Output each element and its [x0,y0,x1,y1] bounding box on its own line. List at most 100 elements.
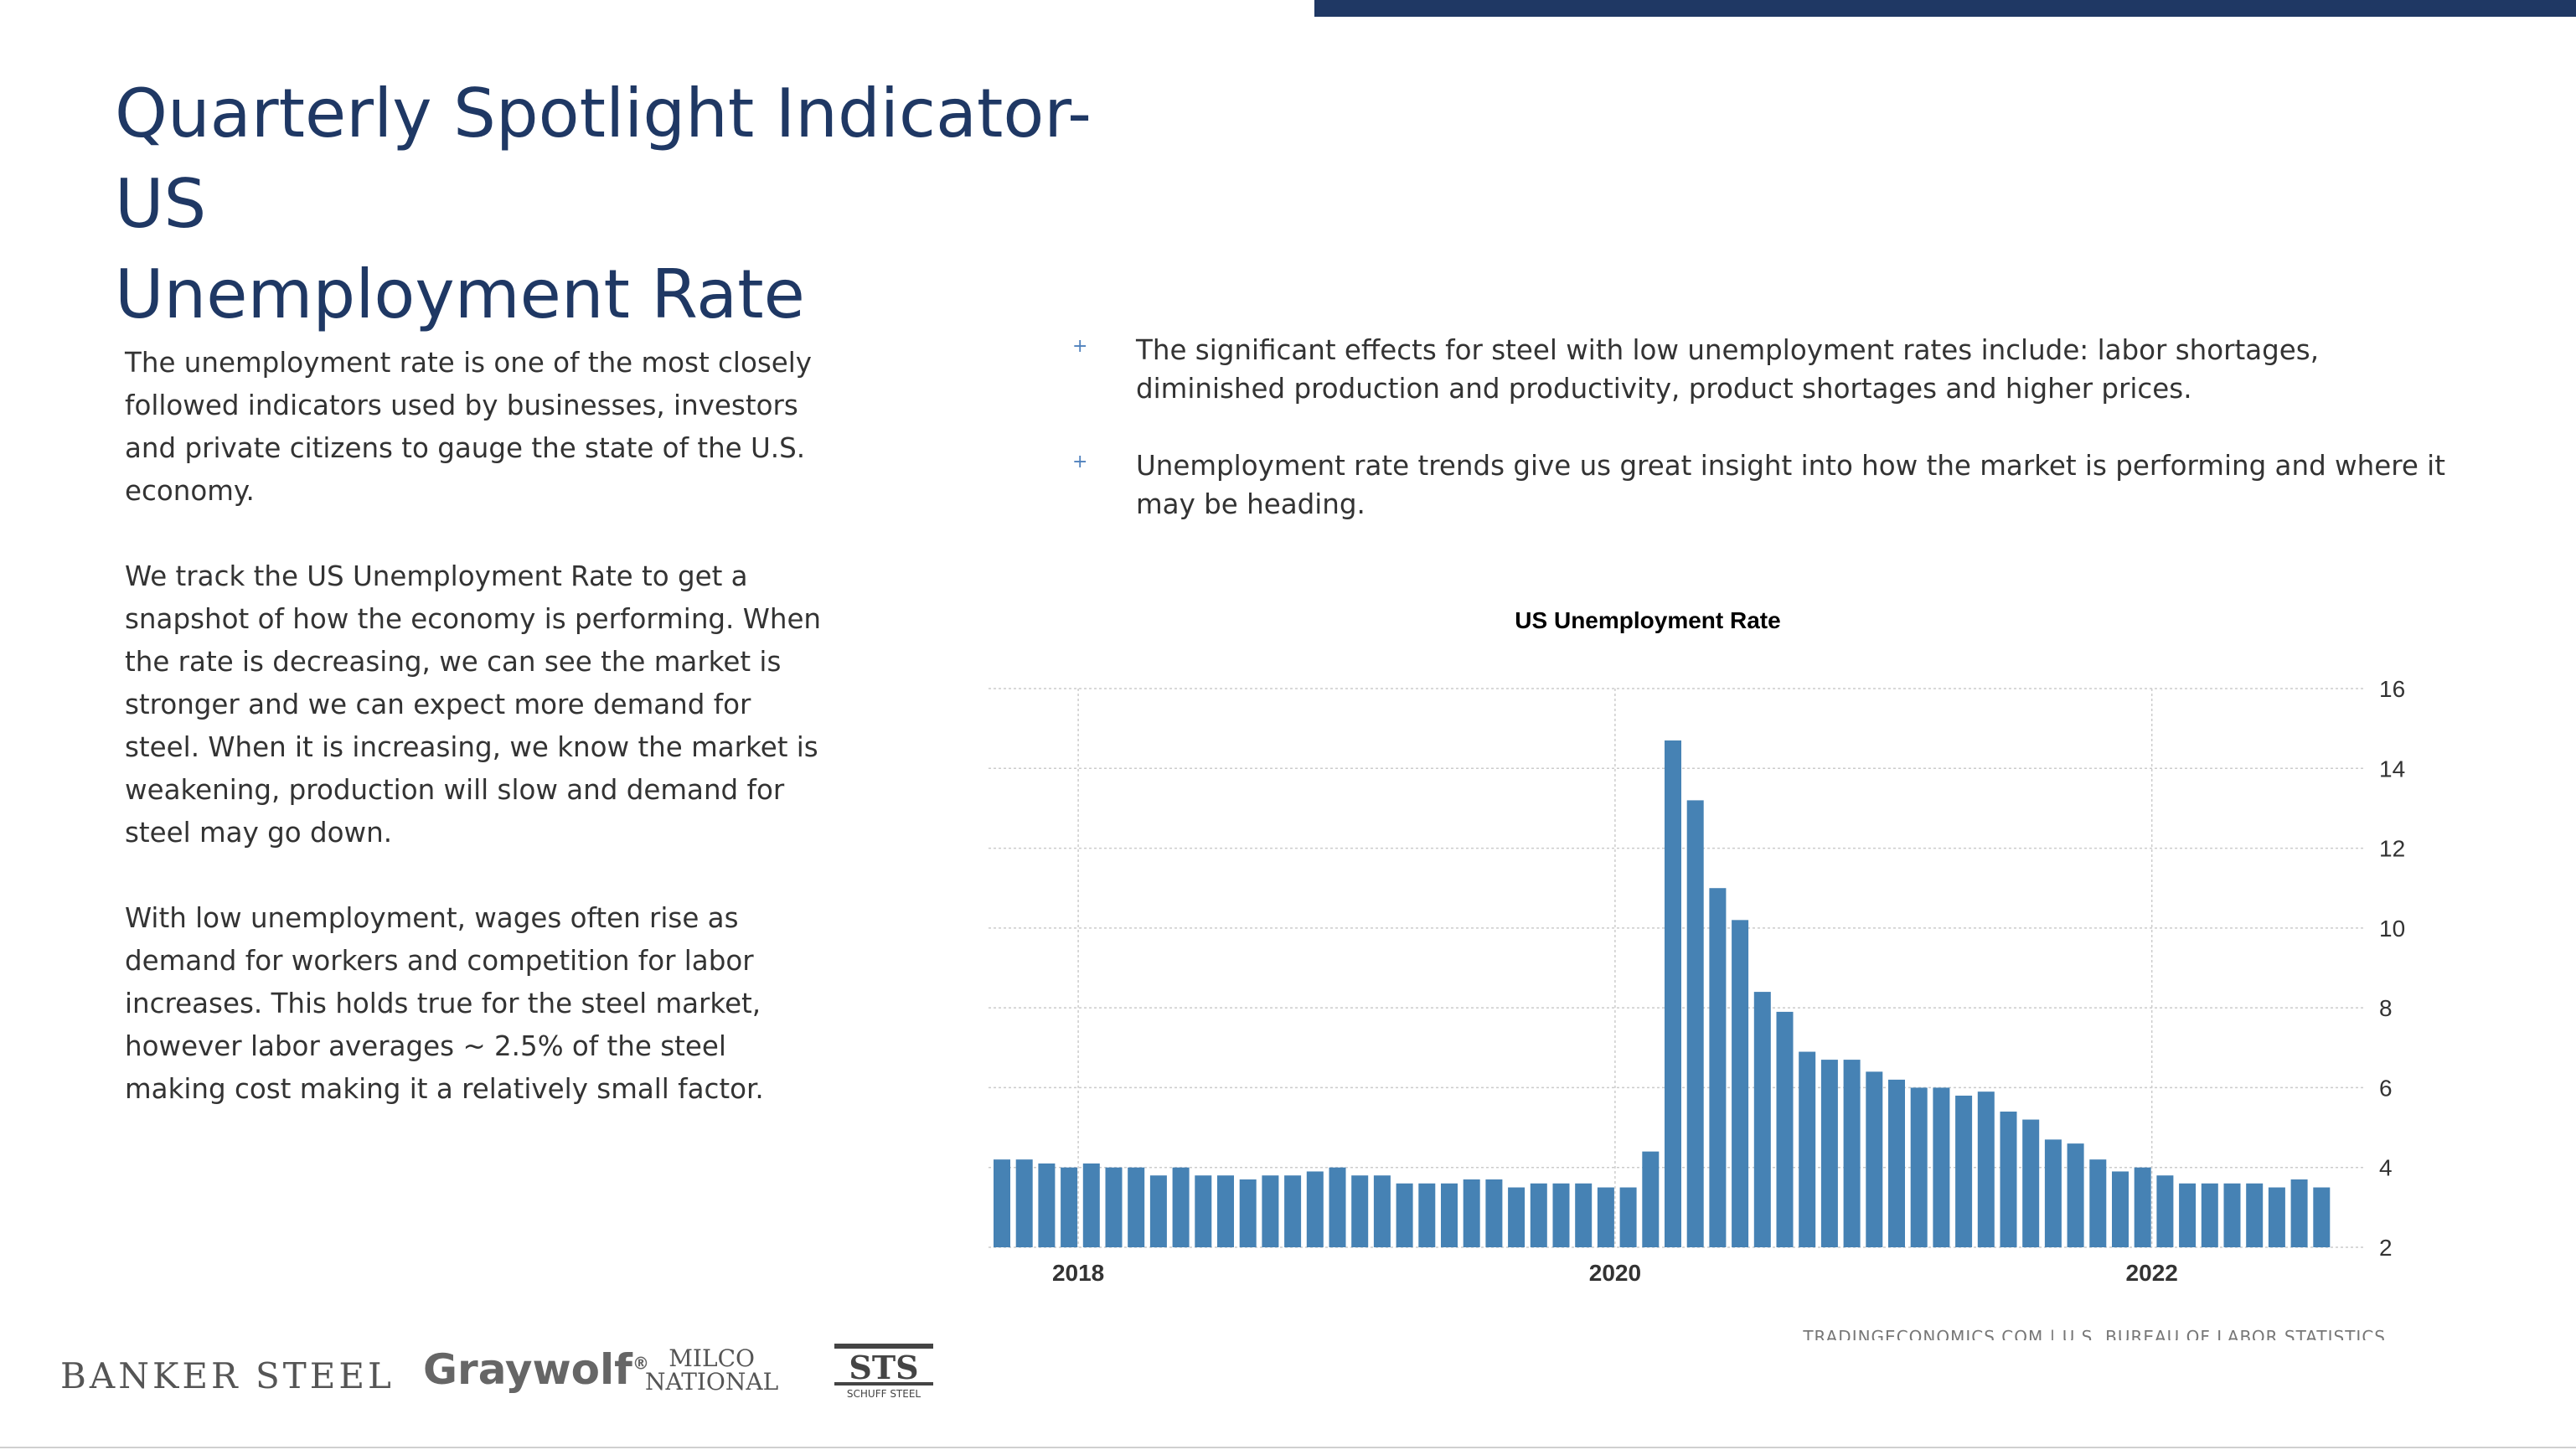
bar-series [994,740,2331,1247]
bar [2089,1159,2107,1247]
y-tick-label: 14 [2379,756,2405,782]
bar [1866,1071,1883,1247]
bar [2134,1167,2151,1247]
bar [2201,1183,2218,1247]
bar [1329,1167,1346,1247]
bar [1284,1175,1302,1247]
bar [2313,1187,2331,1247]
bar [1933,1087,1950,1247]
bar [1753,992,1771,1247]
y-tick-label: 4 [2379,1155,2393,1181]
x-tick-label: 2018 [1052,1260,1104,1286]
y-tick-label: 10 [2379,916,2405,942]
bar [1642,1151,1660,1247]
x-tick-label: 2020 [1589,1260,1641,1286]
bar [2290,1179,2308,1247]
bullet-marker-icon: + [1072,336,1088,357]
bar [1776,1011,1794,1247]
graywolf-logo-text: Graywolf [423,1345,632,1394]
bar [1888,1079,1905,1247]
y-tick-label: 2 [2379,1235,2393,1261]
bar [1396,1183,1413,1247]
bar [1217,1175,1234,1247]
bar [1552,1183,1570,1247]
bar [1686,800,1704,1247]
bar [1306,1171,1324,1247]
y-tick-label: 12 [2379,836,2405,862]
schuff-steel-logo: STS SCHUFF STEEL [834,1344,933,1400]
bar [1128,1167,1145,1247]
bar [1149,1175,1167,1247]
bar [1665,740,1681,1247]
banker-steel-logo: BANKER STEEL [60,1355,395,1396]
bar [2044,1139,2062,1247]
bar [1799,1051,1816,1247]
bar [2246,1183,2264,1247]
graywolf-logo: Graywolf® [423,1345,649,1394]
bar [1575,1183,1593,1247]
bar [1082,1163,1100,1247]
bar [1597,1187,1614,1247]
top-accent-bar [1314,0,2576,17]
bar [1373,1175,1391,1247]
bar [1843,1060,1861,1247]
bullet-marker-icon: + [1072,452,1088,472]
bar [1061,1167,1078,1247]
bar [1485,1179,1503,1247]
left-text-column: The unemployment rate is one of the most… [125,342,829,1153]
footer-logos: BANKER STEEL Graywolf® MILCO NATIONAL ST… [0,1332,1005,1432]
bullet-list: + The significant effects for steel with… [1072,331,2446,562]
bar [2022,1119,2040,1247]
y-tick-label: 8 [2379,995,2393,1021]
bar [2067,1143,2084,1247]
chart-source: TRADINGECONOMICS.COM | U.S. BUREAU OF LA… [1802,1327,2386,1340]
x-tick-label: 2022 [2126,1260,2178,1286]
registered-mark: ® [632,1353,649,1374]
bar [1732,920,1749,1247]
bar [1351,1175,1369,1247]
milco-national-logo: MILCO NATIONAL [645,1347,778,1394]
bar [994,1159,1010,1247]
bottom-divider [0,1447,2576,1448]
y-tick-label: 6 [2379,1075,2393,1101]
bar [1820,1060,1838,1247]
bar [1463,1179,1480,1247]
bar [1441,1183,1458,1247]
bullet-text-1: The significant effects for steel with l… [1136,334,2320,405]
title-line-2: Unemployment Rate [115,255,805,333]
bar [2223,1183,2241,1247]
left-paragraph-3: With low unemployment, wages often rise … [125,902,764,1105]
bullet-text-2: Unemployment rate trends give us great i… [1136,450,2445,520]
bar [2156,1175,2174,1247]
bar [1955,1095,1973,1247]
bar [2179,1183,2197,1247]
milco-line-1: MILCO [669,1344,755,1372]
milco-line-2: NATIONAL [645,1368,779,1396]
bullet-item-2: + Unemployment rate trends give us great… [1072,446,2446,524]
bar [1530,1183,1547,1247]
sts-caption: SCHUFF STEEL [847,1388,921,1400]
bar [1418,1183,1436,1247]
bar [1105,1167,1123,1247]
bar [1239,1179,1257,1247]
bar [1038,1163,1056,1247]
bar [1619,1187,1637,1247]
sts-mark: STS [849,1349,918,1386]
bar [1195,1175,1212,1247]
y-tick-label: 16 [2379,676,2405,702]
bar [1015,1159,1033,1247]
bar [1709,888,1727,1247]
bar [1910,1087,1928,1247]
bar [1508,1187,1525,1247]
bar [1977,1091,1995,1247]
x-axis-ticks: 2018 2020 2022 [1052,1260,2178,1286]
chart-title: US Unemployment Rate [1515,607,1780,633]
bar [2268,1187,2285,1247]
y-axis-ticks: 2 4 6 8 10 12 14 16 [2379,676,2405,1261]
left-paragraph-2: We track the US Unemployment Rate to get… [125,560,822,849]
bullet-item-1: + The significant effects for steel with… [1072,331,2446,408]
page-title: Quarterly Spotlight Indicator- US Unempl… [115,69,1204,340]
bar [1262,1175,1279,1247]
bar [2112,1171,2129,1247]
